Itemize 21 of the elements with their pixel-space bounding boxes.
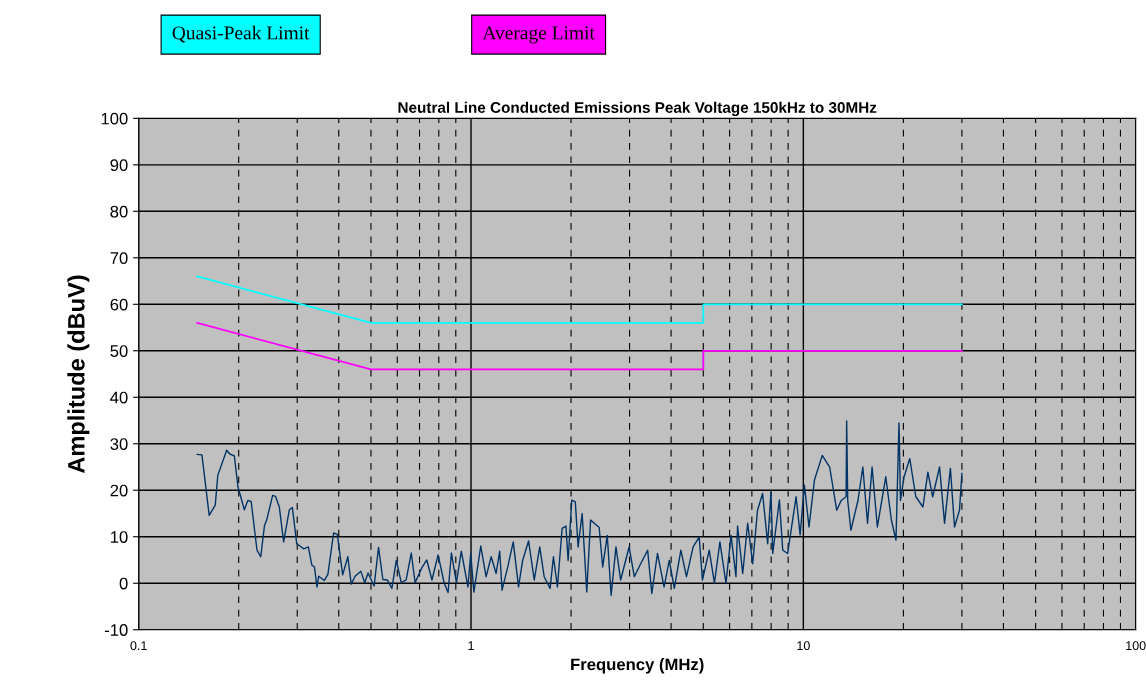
y-tick-label: 50 [110,345,128,357]
x-tick-label: 1 [468,641,474,650]
y-tick-label: -10 [104,624,128,636]
y-axis-title: Amplitude (dBuV) [67,275,90,474]
y-tick-label: 100 [101,112,128,125]
chart-title: Neutral Line Conducted Emissions Peak Voltage 150kHz to 30MHz [398,101,877,117]
y-tick-label: 30 [110,438,128,450]
x-axis-title: Frequency (MHz) [571,658,704,674]
y-tick-label: 90 [110,159,128,172]
x-tick-label: 100 [1126,641,1146,651]
x-tick-label: 10 [797,641,810,651]
text: Average Limit [482,26,595,44]
y-tick-label: 60 [110,298,128,311]
y-tick-label: 10 [110,531,128,543]
y-tick-label: 0 [119,577,128,590]
y-tick-label: 40 [110,391,128,404]
text: Quasi-Peak Limit [172,25,310,43]
y-tick-label: 70 [110,252,128,264]
y-tick-label: 20 [110,484,128,497]
x-tick-label: 0.1 [130,641,147,651]
y-tick-label: 80 [110,205,128,218]
